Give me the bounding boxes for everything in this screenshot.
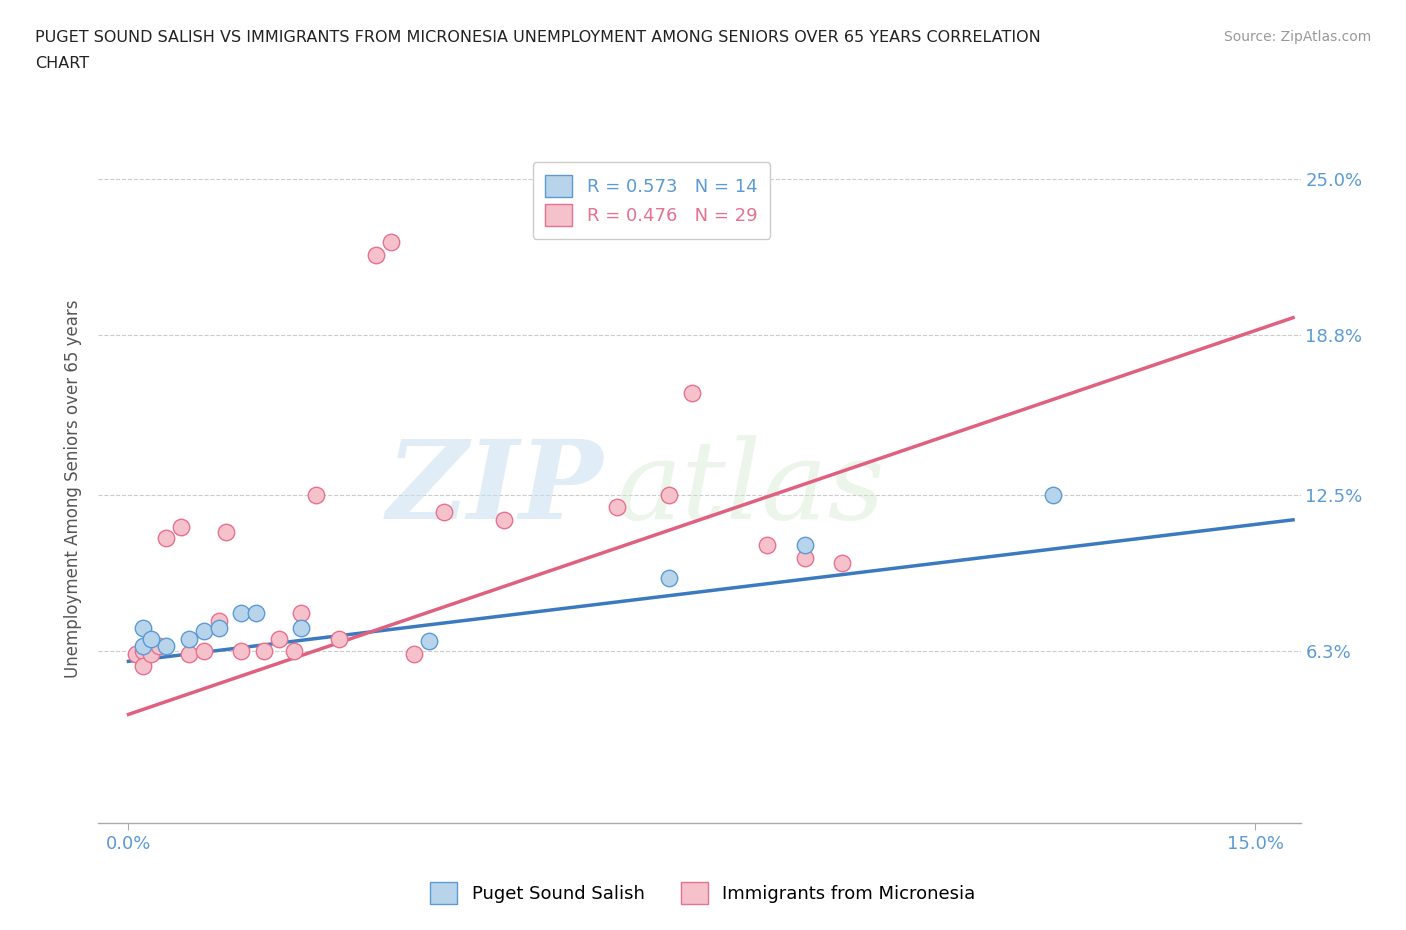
Point <box>193 624 215 639</box>
Point <box>494 512 516 527</box>
Point <box>253 644 276 658</box>
Point <box>155 530 177 545</box>
Text: ZIP: ZIP <box>387 434 603 542</box>
Point <box>267 631 290 646</box>
Y-axis label: Unemployment Among Seniors over 65 years: Unemployment Among Seniors over 65 years <box>65 299 83 677</box>
Point <box>793 538 815 552</box>
Point <box>132 621 155 636</box>
Point <box>328 631 350 646</box>
Text: atlas: atlas <box>616 434 884 542</box>
Point <box>756 538 779 552</box>
Point <box>831 555 853 570</box>
Legend: R = 0.573   N = 14, R = 0.476   N = 29: R = 0.573 N = 14, R = 0.476 N = 29 <box>533 163 770 239</box>
Point <box>305 487 328 502</box>
Point <box>132 639 155 654</box>
Point <box>793 551 815 565</box>
Point <box>208 614 231 629</box>
Point <box>606 499 628 514</box>
Legend: Puget Sound Salish, Immigrants from Micronesia: Puget Sound Salish, Immigrants from Micr… <box>423 875 983 911</box>
Point <box>177 646 200 661</box>
Point <box>208 621 231 636</box>
Point <box>231 605 253 620</box>
Point <box>132 644 155 658</box>
Point <box>139 646 162 661</box>
Point <box>433 505 456 520</box>
Point <box>418 633 440 648</box>
Point <box>290 605 312 620</box>
Point <box>139 631 162 646</box>
Point <box>402 646 425 661</box>
Point <box>193 644 215 658</box>
Point <box>215 525 238 540</box>
Point <box>283 644 305 658</box>
Point <box>380 234 402 249</box>
Point <box>658 570 681 585</box>
Point <box>170 520 193 535</box>
Point <box>1042 487 1064 502</box>
Text: CHART: CHART <box>35 56 89 71</box>
Text: Source: ZipAtlas.com: Source: ZipAtlas.com <box>1223 30 1371 44</box>
Point <box>148 639 170 654</box>
Point <box>366 247 388 262</box>
Point <box>177 631 200 646</box>
Point <box>245 605 267 620</box>
Point <box>132 659 155 674</box>
Point <box>658 487 681 502</box>
Point <box>231 644 253 658</box>
Point <box>155 639 177 654</box>
Point <box>681 386 703 401</box>
Point <box>290 621 312 636</box>
Point <box>125 646 148 661</box>
Text: PUGET SOUND SALISH VS IMMIGRANTS FROM MICRONESIA UNEMPLOYMENT AMONG SENIORS OVER: PUGET SOUND SALISH VS IMMIGRANTS FROM MI… <box>35 30 1040 45</box>
